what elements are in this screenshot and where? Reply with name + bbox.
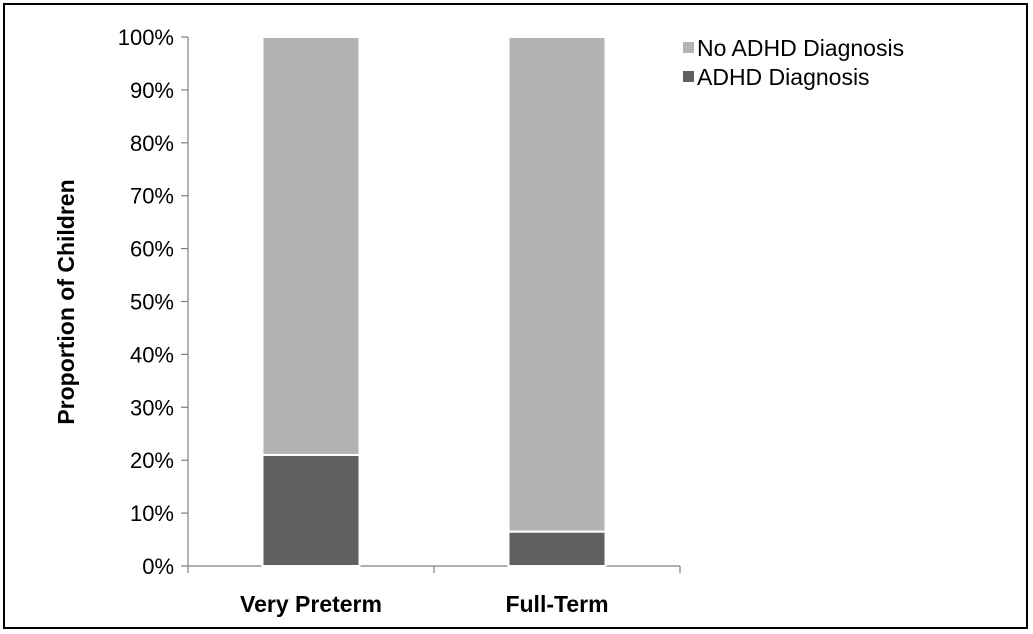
bar-segment <box>507 530 607 567</box>
y-tick-label: 10% <box>130 501 174 526</box>
y-tick-label: 90% <box>130 78 174 103</box>
bar-segment <box>261 36 361 456</box>
y-tick-labels: 0% 10% 20% 30% 40% 50% 60% 70% 80% 90% 100% <box>118 25 174 579</box>
y-tick-label: 0% <box>142 554 174 579</box>
bar-segment <box>507 36 607 533</box>
y-tick-label: 70% <box>130 184 174 209</box>
y-tick-label: 50% <box>130 290 174 315</box>
legend-label: ADHD Diagnosis <box>697 64 870 90</box>
x-category-labels: Very Preterm Full-Term <box>240 591 609 617</box>
y-tick-label: 100% <box>118 25 174 50</box>
x-category-label: Full-Term <box>505 591 608 617</box>
y-axis-title: Proportion of Children <box>53 179 79 424</box>
y-tick-label: 80% <box>130 131 174 156</box>
legend-swatch <box>683 42 694 53</box>
y-tick-label: 20% <box>130 448 174 473</box>
legend-swatch <box>683 71 694 82</box>
x-category-label: Very Preterm <box>240 591 382 617</box>
legend: No ADHD Diagnosis ADHD Diagnosis <box>683 35 904 90</box>
y-tick-label: 40% <box>130 342 174 367</box>
y-tick-label: 60% <box>130 237 174 262</box>
bar-segment <box>261 453 361 567</box>
y-tick-label: 30% <box>130 395 174 420</box>
legend-label: No ADHD Diagnosis <box>697 35 904 61</box>
bars <box>261 36 607 567</box>
